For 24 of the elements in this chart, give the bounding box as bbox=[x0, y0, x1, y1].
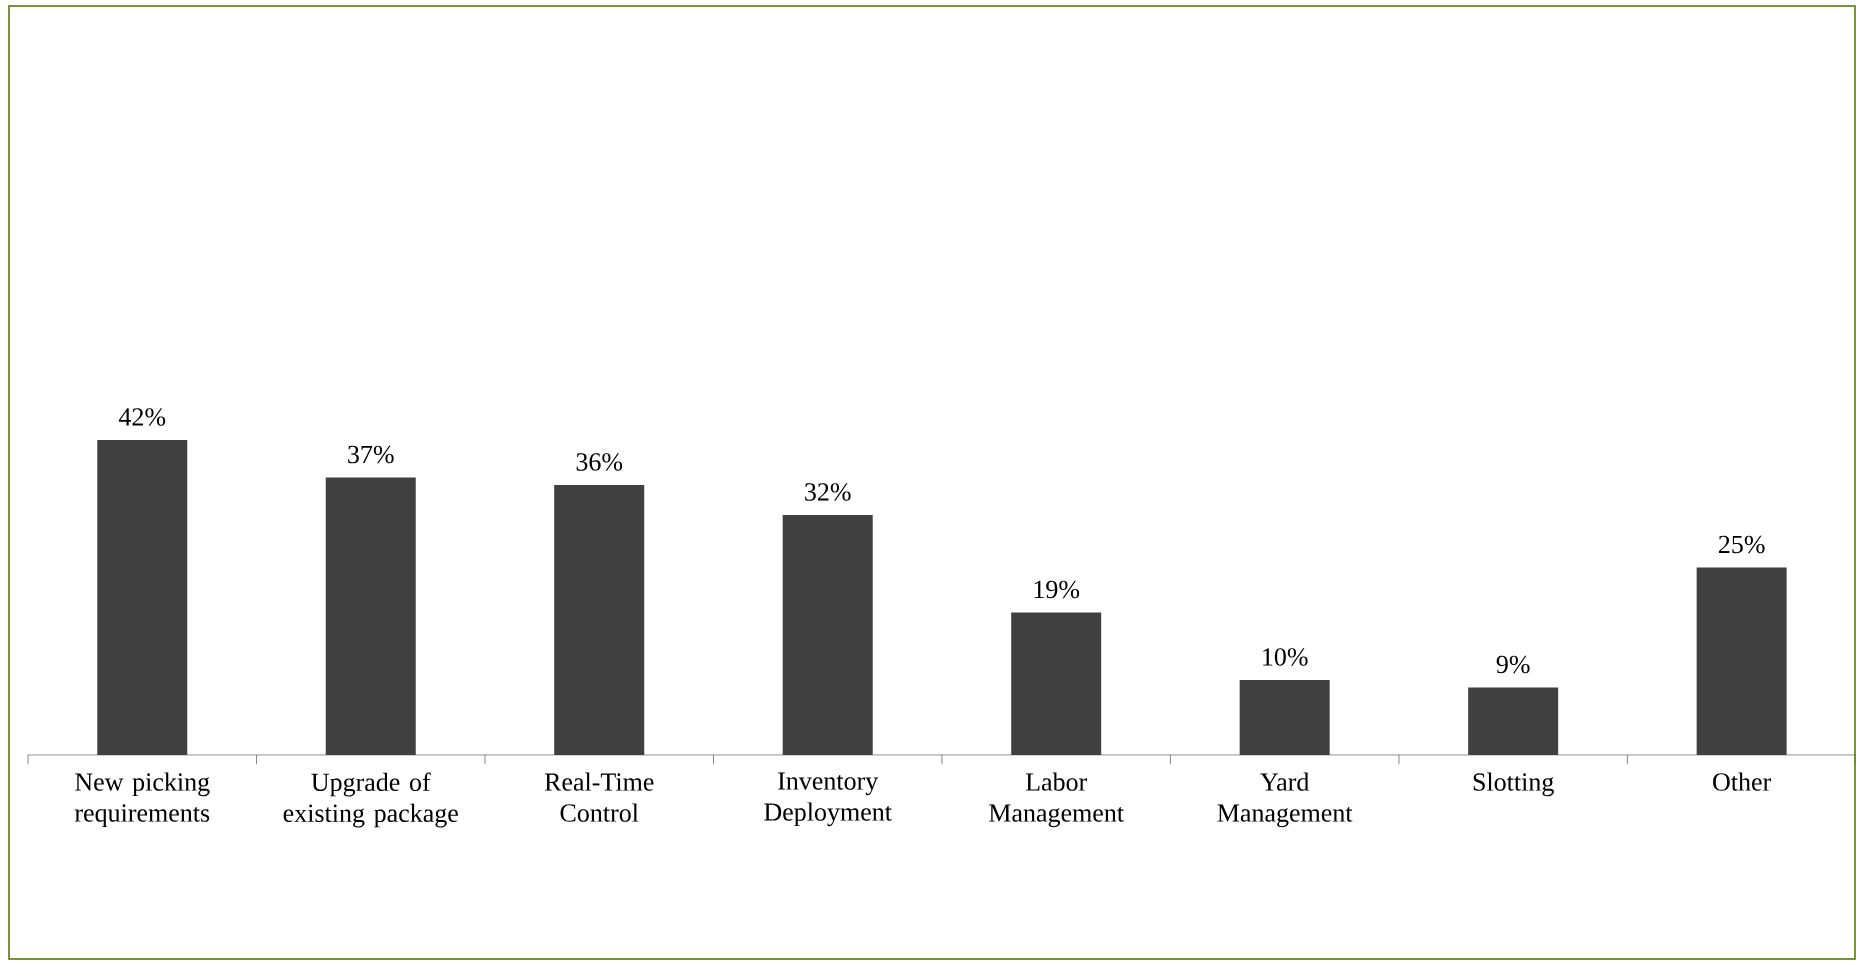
data-label: 32% bbox=[805, 483, 851, 501]
data-label: 10% bbox=[1263, 648, 1308, 666]
x-tick-label: Real-Time Control bbox=[544, 772, 654, 822]
bar bbox=[1696, 567, 1787, 755]
x-tick-label: Upgrade of existing package bbox=[283, 772, 458, 828]
bar bbox=[1011, 612, 1102, 755]
x-tick-label: Slotting bbox=[1473, 772, 1554, 797]
x-tick-label: New picking requirements bbox=[74, 772, 210, 828]
bar bbox=[325, 477, 416, 755]
data-label: 36% bbox=[576, 453, 623, 471]
bar bbox=[97, 439, 188, 755]
bar bbox=[782, 514, 873, 755]
data-label: 42% bbox=[118, 408, 166, 426]
x-tick-label: Labor Management bbox=[989, 772, 1124, 828]
bar bbox=[1468, 687, 1559, 755]
data-label: 19% bbox=[1034, 580, 1080, 599]
data-label: 9% bbox=[1496, 655, 1530, 674]
x-tick-label: Yard Management bbox=[1217, 772, 1353, 828]
bar bbox=[1239, 679, 1330, 755]
data-label: 37% bbox=[348, 445, 394, 464]
data-label: 25% bbox=[1718, 535, 1765, 554]
bar bbox=[554, 484, 645, 755]
x-tick-label: Inventory Deployment bbox=[764, 772, 892, 827]
x-tick-label: Other bbox=[1713, 772, 1772, 791]
